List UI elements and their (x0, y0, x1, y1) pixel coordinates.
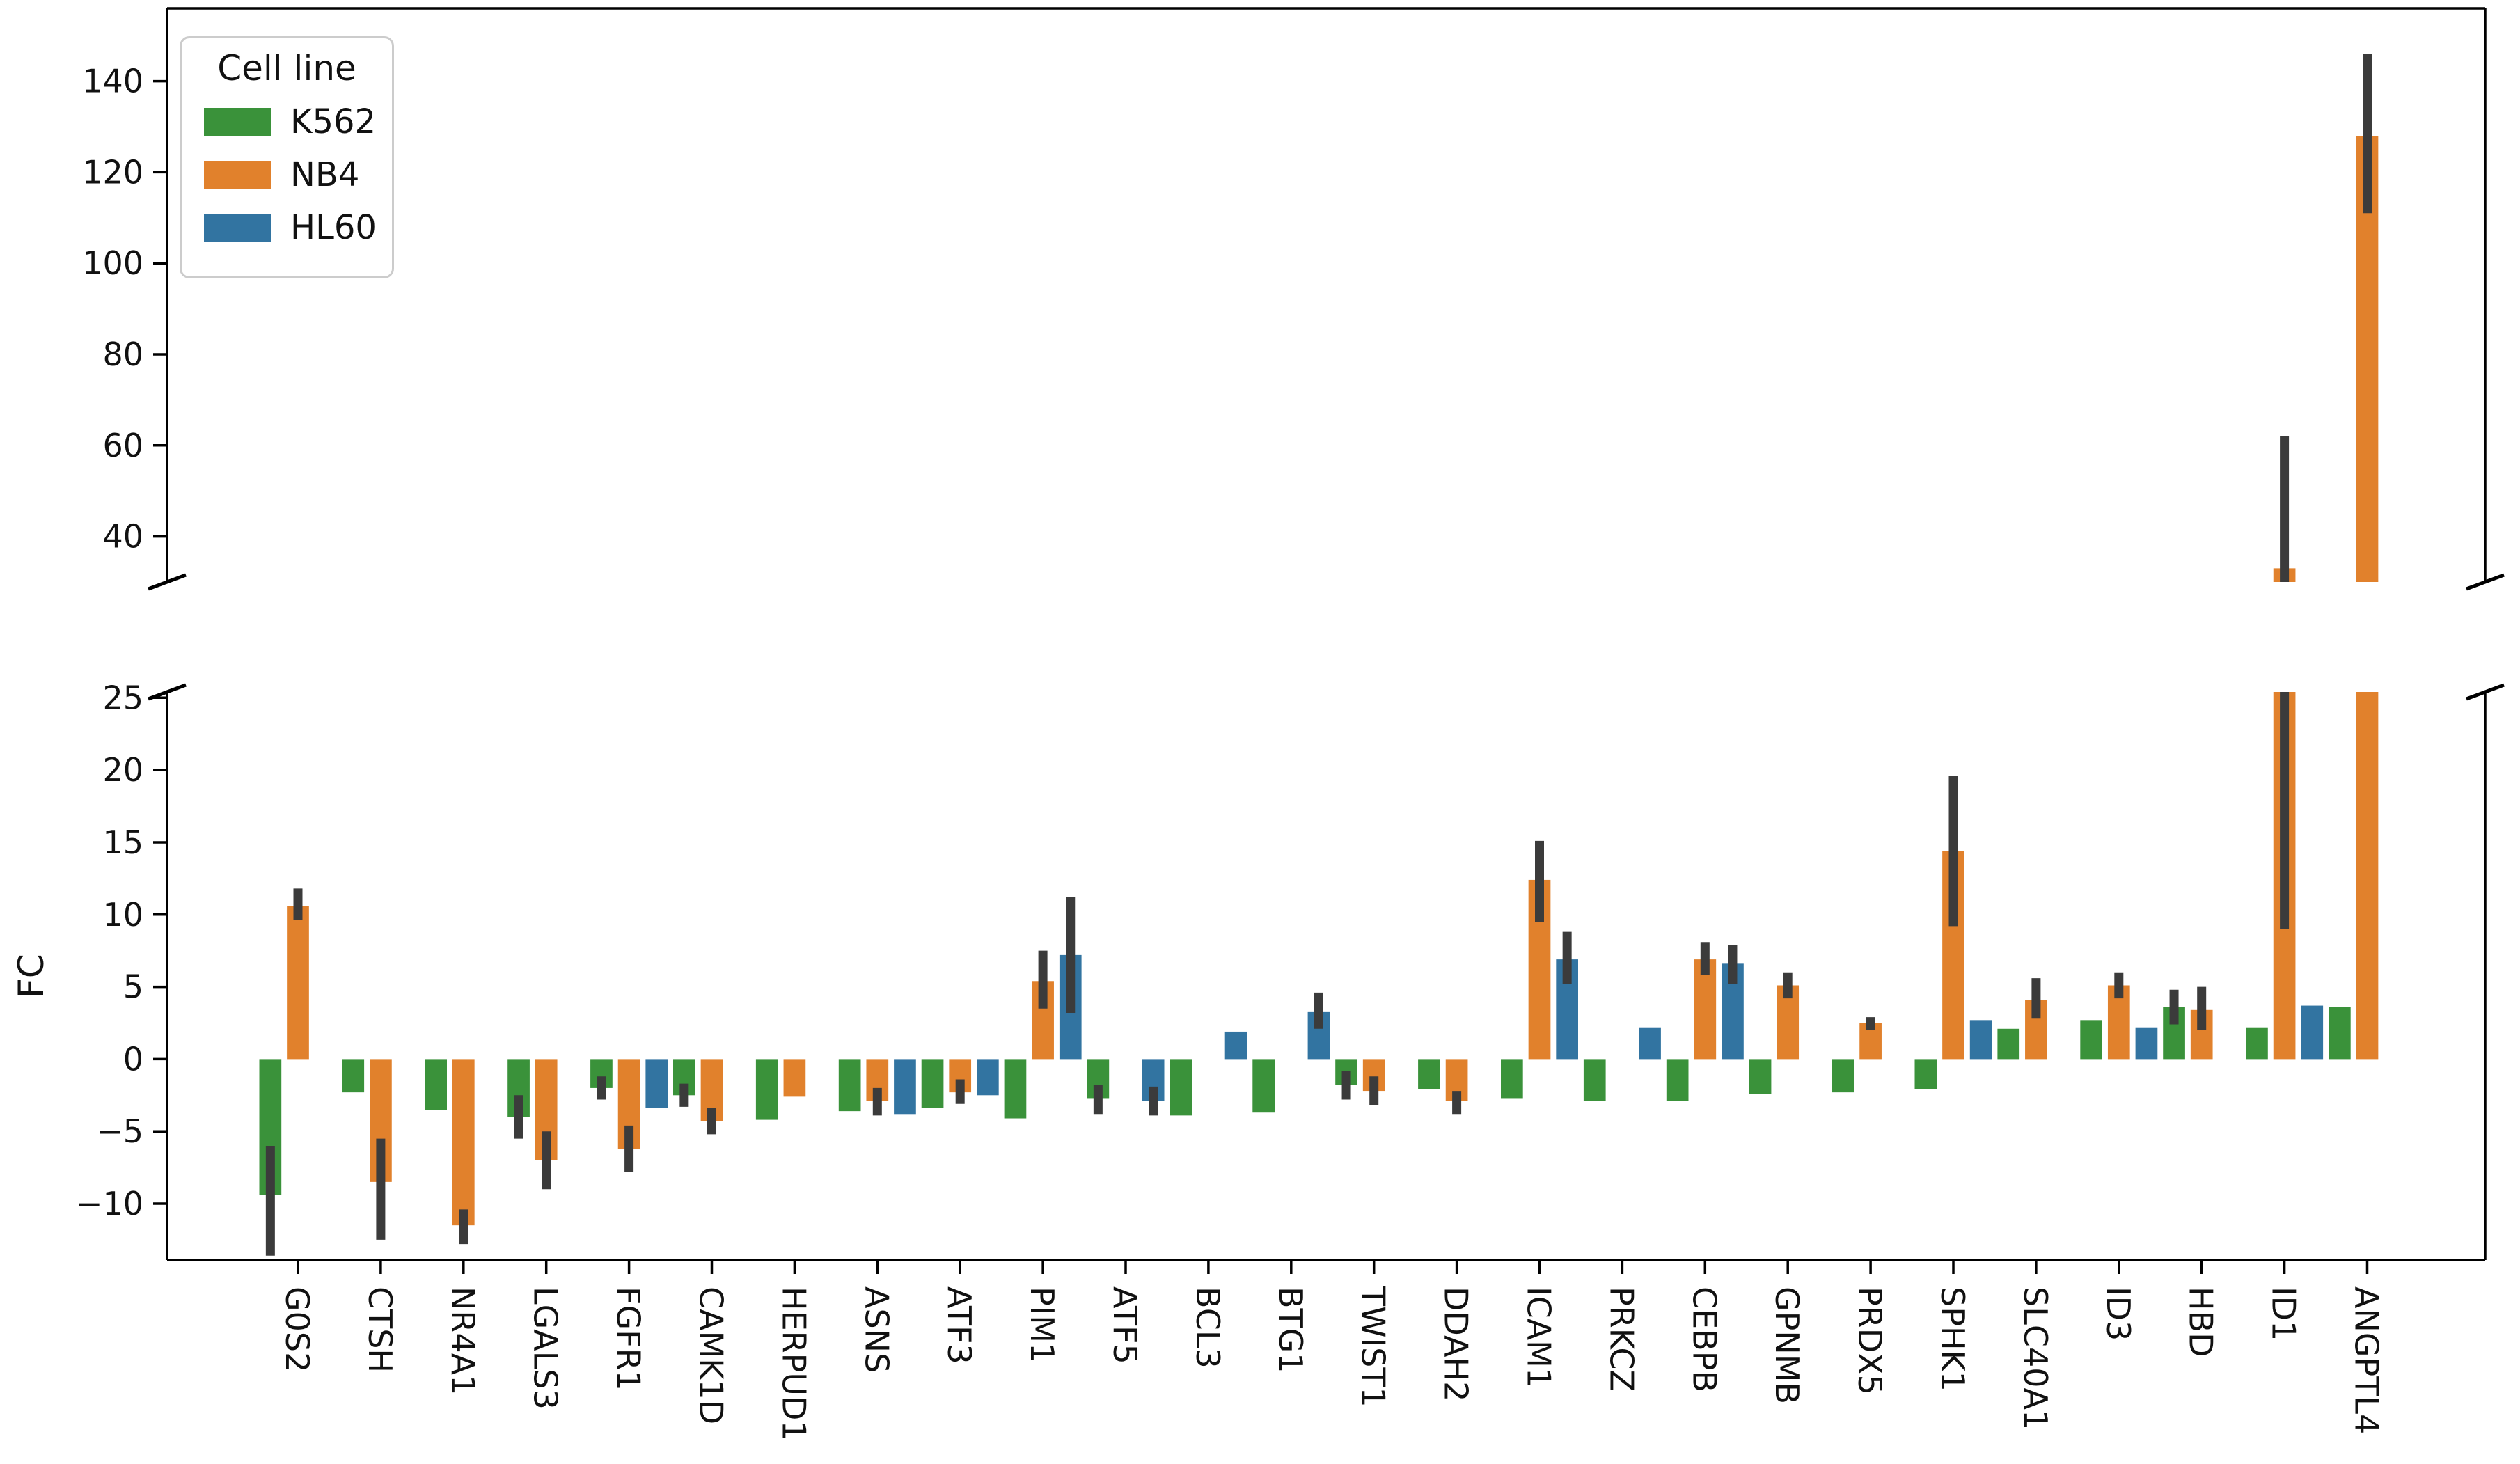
hl60-swatch-icon (204, 214, 271, 242)
x-tick-label-slc40a1: SLC40A1 (2017, 1286, 2054, 1430)
y-tick-label: −10 (76, 1185, 143, 1222)
bar-nb4-g0s2 (287, 906, 309, 1060)
y-tick-label: 60 (102, 427, 143, 464)
legend: Cell line K562 NB4 HL60 (180, 36, 394, 278)
y-tick-label: 10 (102, 896, 143, 934)
bar-k562-pim1 (1004, 1059, 1027, 1119)
x-tick-label-twist1: TWIST1 (1355, 1286, 1392, 1408)
bar-k562-nr4a1 (425, 1059, 447, 1110)
x-tick-label-btg1: BTG1 (1272, 1286, 1309, 1374)
x-tick-label-ctsh: CTSH (361, 1286, 399, 1373)
bar-nb4-cebpb (1694, 959, 1717, 1060)
bar-hl60-id3 (2135, 1027, 2158, 1060)
bar-k562-gpnmb (1749, 1059, 1772, 1094)
bar-k562-prdx5 (1832, 1059, 1854, 1093)
x-tick-label-atf5: ATF5 (1106, 1286, 1144, 1364)
y-tick-label: 0 (123, 1040, 143, 1078)
bar-hl60-bcl3 (1224, 1031, 1247, 1060)
y-axis-label: FC (11, 954, 52, 998)
axis-break-icon (2466, 573, 2505, 591)
bar-k562-btg1 (1252, 1059, 1275, 1113)
nb4-swatch-icon (204, 161, 271, 189)
x-tick-label-nr4a1: NR4A1 (444, 1286, 482, 1395)
x-tick-label-fgfr1: FGFR1 (610, 1286, 647, 1391)
bar-k562-ctsh (342, 1059, 365, 1093)
y-tick-label: 20 (102, 751, 143, 789)
x-tick-label-g0s2: G0S2 (278, 1286, 316, 1372)
bar-k562-atf3 (921, 1059, 944, 1108)
x-tick-label-ddah2: DDAH2 (1438, 1286, 1475, 1401)
bar-k562-herpud1 (755, 1059, 778, 1120)
x-tick-label-camk1d: CAMK1D (693, 1286, 730, 1424)
y-tick-label: 80 (102, 336, 143, 373)
bar-hl60-id1 (2301, 1005, 2324, 1060)
x-tick-label-prdx5: PRDX5 (1851, 1286, 1889, 1395)
legend-title: Cell line (217, 48, 356, 88)
x-tick-label-bcl3: BCL3 (1189, 1286, 1227, 1369)
y-tick-label: 40 (102, 518, 143, 556)
y-tick-label: 100 (82, 244, 143, 282)
bar-hl60-fgfr1 (645, 1059, 668, 1108)
bar-k562-angptl4 (2329, 1007, 2351, 1060)
x-tick-label-atf3: ATF3 (940, 1286, 978, 1364)
legend-label: K562 (290, 102, 377, 141)
bar-k562-ddah2 (1418, 1059, 1440, 1089)
y-tick-label: 5 (123, 968, 143, 1006)
bar-nb4-nr4a1 (452, 1059, 475, 1226)
x-tick-label-angptl4: ANGPTL4 (2348, 1286, 2386, 1434)
legend-label: HL60 (290, 208, 377, 247)
y-tick-label: 140 (82, 63, 143, 100)
x-tick-label-id3: ID3 (2100, 1286, 2137, 1341)
y-tick-label: 120 (82, 153, 143, 191)
bar-hl60-atf3 (977, 1059, 999, 1096)
axis-break-icon (148, 573, 187, 591)
bar-k562-slc40a1 (1997, 1028, 2020, 1060)
bar-k562-bcl3 (1170, 1059, 1192, 1116)
k562-swatch-icon (204, 108, 271, 136)
y-tick-label: 15 (102, 824, 143, 861)
axis-break-icon (2466, 683, 2505, 701)
x-tick-label-prkcz: PRKCZ (1602, 1286, 1640, 1392)
bar-k562-sphk1 (1914, 1059, 1937, 1089)
bar-hl60-prkcz (1639, 1027, 1661, 1060)
bar-hl60-asns (894, 1059, 916, 1115)
x-tick-label-hbd: HBD (2182, 1286, 2220, 1357)
y-tick-label: 25 (102, 679, 143, 716)
legend-item-nb4: NB4 (204, 155, 392, 194)
x-tick-label-herpud1: HERPUD1 (775, 1286, 812, 1441)
x-tick-label-pim1: PIM1 (1023, 1286, 1061, 1363)
bar-k562-id3 (2080, 1020, 2102, 1060)
x-tick-label-cebpb: CEBPB (1685, 1286, 1723, 1392)
bar-nb4-angptl4 (2356, 692, 2379, 1060)
bar-hl60-sphk1 (1969, 1020, 1992, 1060)
x-tick-label-icam1: ICAM1 (1520, 1286, 1558, 1388)
x-tick-label-asns: ASNS (858, 1286, 895, 1373)
x-tick-label-lgals3: LGALS3 (527, 1286, 565, 1410)
y-tick-label: −5 (96, 1112, 143, 1150)
legend-item-k562: K562 (204, 102, 392, 141)
bar-k562-prkcz (1583, 1059, 1606, 1101)
legend-label: NB4 (290, 155, 360, 194)
bar-k562-asns (838, 1059, 861, 1112)
bar-k562-cebpb (1666, 1059, 1689, 1101)
bar-k562-id1 (2246, 1027, 2268, 1060)
bar-k562-icam1 (1501, 1059, 1523, 1099)
bar-nb4-herpud1 (783, 1059, 806, 1097)
x-tick-label-id1: ID1 (2265, 1286, 2303, 1341)
x-tick-label-sphk1: SPHK1 (1934, 1286, 1971, 1392)
x-tick-label-gpnmb: GPNMB (1768, 1286, 1806, 1404)
legend-item-hl60: HL60 (204, 208, 392, 247)
